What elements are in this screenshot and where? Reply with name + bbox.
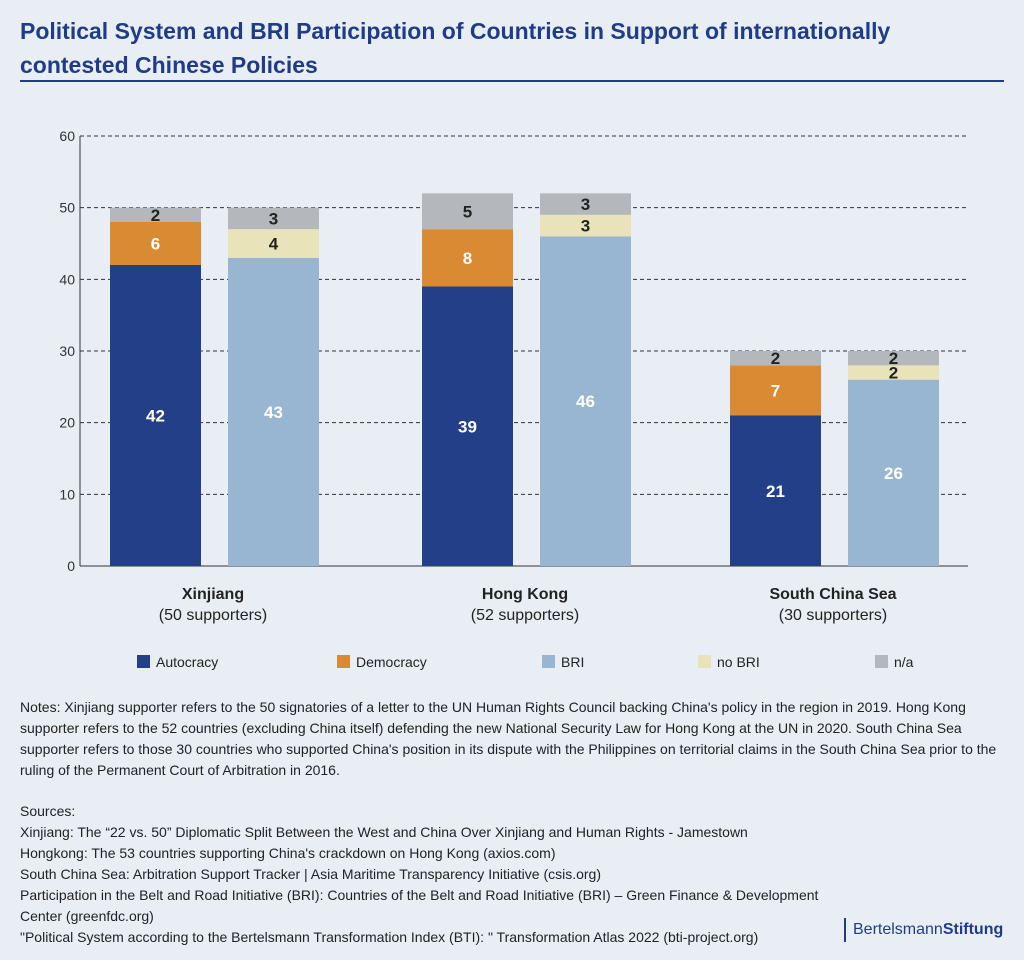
sources-block: Sources: Xinjiang: The “22 vs. 50” Diplo…: [20, 801, 820, 948]
x-category-sublabel: (50 supporters): [159, 607, 268, 624]
legend-item-autocracy: Autocracy: [137, 654, 218, 670]
legend-label: no BRI: [717, 654, 760, 670]
bar-segment-democracy: [422, 229, 513, 287]
source-item: Hongkong: The 53 countries supporting Ch…: [20, 845, 556, 861]
bar-segment-n-a: [540, 193, 631, 215]
data-label: 2: [889, 349, 898, 368]
legend-label: Democracy: [356, 654, 427, 670]
sources-heading: Sources:: [20, 803, 76, 819]
legend-item-na: n/a: [875, 654, 913, 670]
legend-swatch-no-bri: [698, 655, 711, 668]
y-tick-label: 0: [67, 558, 75, 574]
chart-legend: Autocracy Democracy BRI no BRI n/a: [0, 648, 1024, 678]
bar-segment-autocracy: [422, 286, 513, 566]
data-label: 26: [884, 464, 903, 483]
bar-segment-bri: [228, 257, 319, 566]
legend-item-democracy: Democracy: [337, 654, 427, 670]
legend-swatch-democracy: [337, 655, 350, 668]
bar-segment-democracy: [730, 365, 821, 416]
bar-segment-autocracy: [730, 415, 821, 566]
source-item: Participation in the Belt and Road Initi…: [20, 887, 819, 924]
bar-segment-democracy: [110, 222, 201, 265]
y-tick-label: 50: [59, 200, 75, 216]
data-label: 4: [269, 235, 279, 254]
data-label: 43: [264, 403, 283, 422]
data-label: 6: [151, 235, 160, 254]
logo-text-part2: Stiftung: [942, 921, 1004, 938]
data-label: 8: [463, 249, 472, 268]
source-item: "Political System according to the Berte…: [20, 929, 759, 945]
bertelsmann-stiftung-logo: BertelsmannStiftung: [844, 918, 1003, 942]
bar-segment-autocracy: [110, 265, 201, 566]
data-label: 2: [771, 349, 780, 368]
logo-text-part1: Bertelsmann: [853, 921, 943, 938]
y-tick-label: 10: [59, 486, 75, 502]
legend-swatch-bri: [542, 655, 555, 668]
y-tick-label: 30: [59, 343, 75, 359]
bar-segment-n-a: [228, 207, 319, 230]
data-label: 5: [463, 202, 472, 221]
bar-segment-no-bri: [540, 214, 631, 237]
data-label: 39: [458, 417, 477, 436]
bar-segment-bri: [848, 379, 939, 566]
legend-swatch-na: [875, 655, 888, 668]
bar-segment-no-bri: [228, 229, 319, 258]
legend-label: n/a: [894, 654, 914, 670]
data-label: 2: [151, 206, 160, 225]
x-category-sublabel: (52 supporters): [471, 607, 580, 624]
data-label: 46: [576, 392, 595, 411]
data-label: 7: [771, 381, 780, 400]
chart-title: Political System and BRI Participation o…: [20, 18, 891, 78]
legend-label: Autocracy: [156, 654, 219, 670]
data-label: 3: [581, 217, 590, 236]
y-tick-label: 40: [59, 271, 75, 287]
y-tick-label: 20: [59, 415, 75, 431]
x-category-sublabel: (30 supporters): [779, 607, 888, 624]
legend-label: BRI: [561, 654, 585, 670]
bar-segment-no-bri: [848, 365, 939, 380]
data-label: 3: [581, 195, 590, 214]
data-label: 42: [146, 407, 165, 426]
title-divider: [20, 80, 1004, 82]
x-category-label: Xinjiang: [182, 586, 244, 603]
bar-segment-bri: [540, 236, 631, 567]
source-item: Xinjiang: The “22 vs. 50” Diplomatic Spl…: [20, 824, 748, 840]
x-category-label: South China Sea: [769, 586, 896, 603]
legend-item-bri: BRI: [542, 654, 584, 670]
data-label: 21: [766, 482, 785, 501]
y-tick-label: 60: [59, 128, 75, 144]
bar-segment-n-a: [730, 351, 821, 366]
source-item: South China Sea: Arbitration Support Tra…: [20, 866, 601, 882]
bar-segment-n-a: [422, 193, 513, 230]
x-category-label: Hong Kong: [482, 586, 568, 603]
legend-item-no-bri: no BRI: [698, 654, 760, 670]
legend-swatch-autocracy: [137, 655, 150, 668]
data-label: 2: [889, 364, 898, 383]
bar-segment-n-a: [848, 351, 939, 366]
notes-text: Notes: Xinjiang supporter refers to the …: [20, 699, 997, 778]
bar-segment-n-a: [110, 207, 201, 222]
data-label: 3: [269, 209, 278, 228]
